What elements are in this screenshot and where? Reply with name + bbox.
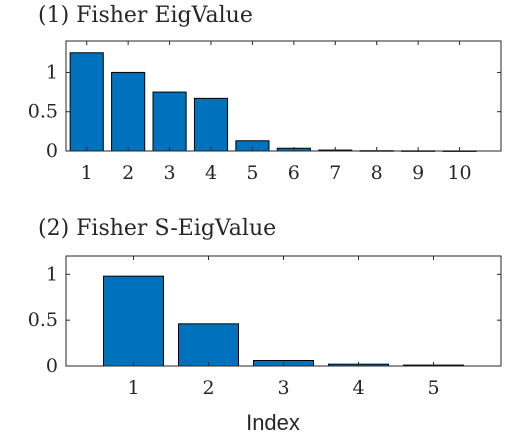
chart-1-y-tick-label: 1 bbox=[46, 61, 58, 83]
chart-2-x-ticks: 1 2 3 4 5 bbox=[127, 256, 440, 399]
chart-1-x-tick-label: 1 bbox=[81, 162, 93, 184]
chart-2-y-tick-label: 0 bbox=[46, 355, 58, 377]
chart-2-bars bbox=[103, 275, 464, 367]
chart-2-x-tick-label: 4 bbox=[352, 377, 364, 399]
chart-1-bar-2 bbox=[111, 71, 146, 152]
chart-1-bar-4 bbox=[193, 97, 229, 152]
chart-2-x-axis-label: Index bbox=[246, 410, 300, 433]
chart-1-x-tick-label: 2 bbox=[122, 162, 134, 184]
chart-1-bar-3 bbox=[152, 91, 187, 152]
chart-1-x-tick-label: 9 bbox=[412, 162, 424, 184]
chart-1-y-ticks: 00.51 bbox=[28, 61, 501, 162]
chart-1-x-tick-label: 5 bbox=[246, 162, 258, 184]
chart-1-x-tick-label: 6 bbox=[288, 162, 300, 184]
chart-1-axes-box bbox=[65, 40, 502, 152]
chart-1-x-tick-label: 8 bbox=[371, 162, 383, 184]
chart-2-x-tick-label: 5 bbox=[427, 377, 439, 399]
chart-1-x-ticks: 1 2 3 4 5 6 7 8 9 10 bbox=[81, 41, 472, 184]
chart-2-x-tick-label: 3 bbox=[277, 377, 289, 399]
chart-1-title: (1) Fisher EigValue bbox=[38, 3, 253, 28]
chart-panel-1: (1) Fisher EigValue 1 2 3 4 5 6 7 8 9 10 00.51 bbox=[28, 3, 502, 184]
chart-1-bars bbox=[69, 52, 477, 152]
chart-1-y-tick-label: 0 bbox=[46, 140, 58, 162]
chart-1-y-tick-label: 0.5 bbox=[28, 101, 58, 123]
chart-2-bar-2 bbox=[178, 323, 239, 367]
chart-1-x-tick-label: 3 bbox=[164, 162, 176, 184]
chart-2-axes-box bbox=[65, 255, 502, 367]
chart-2-y-ticks: 00.51 bbox=[28, 263, 501, 377]
chart-2-title: (2) Fisher S-EigValue bbox=[38, 216, 276, 241]
chart-2-y-tick-label: 1 bbox=[46, 263, 58, 285]
chart-1-x-tick-label: 7 bbox=[329, 162, 341, 184]
chart-2-y-tick-label: 0.5 bbox=[28, 309, 58, 331]
chart-2-x-tick-label: 1 bbox=[127, 377, 139, 399]
chart-1-x-tick-label: 10 bbox=[447, 162, 471, 184]
chart-1-bar-1 bbox=[69, 52, 104, 152]
chart-1-x-tick-label: 4 bbox=[205, 162, 217, 184]
chart-2-bar-1 bbox=[103, 275, 164, 367]
chart-2-x-tick-label: 2 bbox=[202, 377, 214, 399]
